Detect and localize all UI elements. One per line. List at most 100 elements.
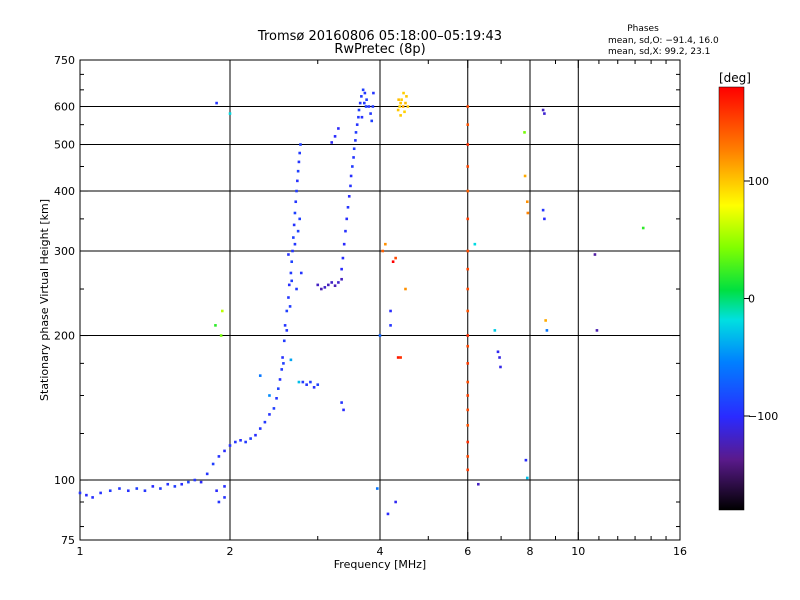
echo-point — [526, 211, 530, 215]
echo-point — [333, 135, 337, 138]
echo-point — [466, 334, 470, 337]
echo-point — [389, 324, 392, 327]
echo-point — [370, 119, 374, 123]
echo-point — [108, 489, 112, 493]
echo-point — [362, 101, 366, 105]
echo-point — [291, 249, 294, 253]
echo-point — [352, 156, 355, 159]
echo-point — [595, 329, 599, 332]
y-tick-label: 500 — [54, 139, 75, 152]
echo-point — [280, 368, 284, 371]
echo-point — [524, 458, 528, 462]
echo-point — [219, 334, 223, 337]
echo-point — [193, 478, 197, 482]
echo-point — [396, 108, 400, 112]
echo-point — [399, 101, 402, 105]
echo-point — [295, 287, 298, 291]
echo-point — [498, 356, 501, 359]
echo-point — [333, 284, 337, 288]
x-tick-label: 8 — [527, 545, 534, 558]
echo-point — [292, 223, 296, 227]
echo-point — [593, 253, 597, 256]
echo-point — [217, 455, 221, 458]
echo-point — [295, 189, 298, 193]
echo-point — [299, 143, 302, 146]
y-tick-label: 100 — [54, 474, 75, 487]
echo-point — [384, 242, 387, 246]
echo-point — [378, 334, 382, 337]
echo-point — [371, 105, 375, 108]
echo-point — [223, 449, 226, 453]
echo-point — [299, 271, 303, 275]
y-tick-label: 750 — [54, 54, 75, 67]
echo-point — [466, 468, 470, 472]
echo-point — [297, 160, 301, 164]
echo-point — [289, 271, 293, 275]
echo-point — [327, 283, 330, 287]
echo-point — [342, 408, 345, 412]
echo-point — [281, 356, 284, 359]
colorbar-tick-label: 100 — [748, 175, 769, 188]
echo-point — [493, 329, 497, 332]
echo-point — [400, 98, 403, 101]
echo-point — [358, 101, 362, 105]
echo-point — [290, 260, 294, 264]
echo-point — [354, 139, 357, 142]
echo-point — [293, 242, 297, 246]
echo-point — [187, 480, 190, 484]
echo-point — [316, 383, 320, 386]
echo-point — [367, 105, 371, 108]
x-axis: 1 2 4 6 8 10 16 — [77, 60, 687, 558]
echo-point — [399, 356, 402, 359]
echo-point — [466, 165, 470, 168]
echo-point — [466, 267, 470, 271]
echo-point — [296, 229, 300, 233]
echo-point — [278, 378, 282, 381]
echo-point — [78, 491, 82, 495]
x-tick-label: 1 — [77, 545, 84, 558]
echo-point — [254, 433, 257, 437]
echo-point — [283, 324, 287, 327]
y-axis: 75 100 200 300 400 500 600 750 — [54, 54, 680, 547]
echo-point — [402, 91, 405, 95]
echo-point — [223, 496, 226, 499]
echo-point — [466, 394, 470, 397]
colorbar-ticks: 100 0 −100 — [744, 175, 778, 423]
echo-point — [228, 112, 232, 115]
echo-point — [258, 427, 262, 430]
echo-point — [173, 485, 177, 488]
echo-point — [523, 174, 527, 178]
echo-point — [199, 480, 203, 484]
echo-point — [215, 101, 218, 105]
echo-point — [466, 189, 470, 193]
echo-point — [301, 380, 305, 384]
echo-point — [244, 440, 247, 444]
colorbar-tick-label: 0 — [748, 293, 755, 306]
echo-point — [406, 105, 410, 108]
x-tick-label: 6 — [464, 545, 471, 558]
colorbar-unit: [deg] — [719, 71, 751, 85]
echo-point — [275, 397, 278, 400]
echo-point — [544, 319, 547, 322]
y-tick-label: 400 — [54, 185, 75, 198]
echo-point — [354, 131, 358, 134]
echo-point — [337, 127, 340, 130]
echo-point — [369, 112, 372, 115]
echo-point — [268, 413, 271, 416]
echo-point — [466, 287, 470, 291]
echo-point — [215, 489, 218, 493]
echo-point — [394, 500, 397, 504]
echo-point — [289, 358, 293, 362]
echo-point — [126, 489, 130, 493]
echo-point — [297, 380, 301, 384]
echo-point — [349, 174, 353, 178]
echo-point — [180, 482, 184, 486]
echo-point — [466, 344, 470, 348]
echo-point — [361, 88, 365, 92]
echo-point — [135, 487, 139, 490]
x-tick-label: 2 — [227, 545, 234, 558]
echo-point — [151, 485, 155, 488]
echo-point — [398, 105, 401, 108]
echo-point — [397, 98, 400, 101]
echo-point — [249, 437, 252, 440]
